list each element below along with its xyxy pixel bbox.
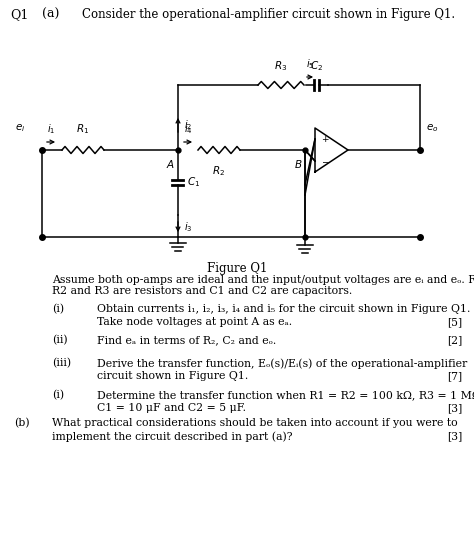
Text: [3]: [3]: [447, 403, 462, 413]
Text: implement the circuit described in part (a)?: implement the circuit described in part …: [52, 431, 292, 441]
Text: $i_4$: $i_4$: [183, 122, 192, 136]
Text: $i_2$: $i_2$: [184, 118, 192, 132]
Text: Assume both op-amps are ideal and the input/output voltages are eᵢ and eₒ. R1,: Assume both op-amps are ideal and the in…: [52, 275, 474, 285]
Text: Determine the transfer function when R1 = R2 = 100 kΩ, R3 = 1 MΩ,: Determine the transfer function when R1 …: [97, 390, 474, 400]
Text: [3]: [3]: [447, 431, 462, 441]
Text: C1 = 10 μF and C2 = 5 μF.: C1 = 10 μF and C2 = 5 μF.: [97, 403, 246, 413]
Text: $R_3$: $R_3$: [274, 59, 288, 73]
Text: R2 and R3 are resistors and C1 and C2 are capacitors.: R2 and R3 are resistors and C1 and C2 ar…: [52, 286, 352, 296]
Text: Q1: Q1: [10, 8, 28, 21]
Text: $i_5$: $i_5$: [306, 57, 314, 71]
Text: $B$: $B$: [293, 158, 302, 170]
Text: (i): (i): [52, 304, 64, 314]
Text: $i_1$: $i_1$: [47, 122, 55, 136]
Text: $R_1$: $R_1$: [76, 122, 90, 136]
Text: $-$: $-$: [321, 156, 329, 165]
Text: (b): (b): [14, 418, 29, 429]
Text: (iii): (iii): [52, 358, 71, 368]
Text: [2]: [2]: [447, 335, 462, 345]
Text: What practical considerations should be taken into account if you were to: What practical considerations should be …: [52, 418, 457, 428]
Text: $i_3$: $i_3$: [184, 220, 192, 234]
Text: [5]: [5]: [447, 317, 462, 327]
Text: Find eₐ in terms of R₂, C₂ and eₒ.: Find eₐ in terms of R₂, C₂ and eₒ.: [97, 335, 276, 345]
Text: (a): (a): [42, 8, 59, 21]
Text: $A$: $A$: [166, 158, 175, 170]
Text: $C_1$: $C_1$: [187, 176, 200, 190]
Text: circuit shown in Figure Q1.: circuit shown in Figure Q1.: [97, 371, 248, 381]
Text: $e_i$: $e_i$: [15, 122, 25, 134]
Text: (ii): (ii): [52, 335, 68, 345]
Text: $e_o$: $e_o$: [426, 122, 438, 134]
Text: [7]: [7]: [447, 371, 462, 381]
Text: $R_2$: $R_2$: [212, 164, 226, 178]
Text: $C_2$: $C_2$: [310, 59, 324, 73]
Text: Obtain currents i₁, i₂, i₃, i₄ and i₅ for the circuit shown in Figure Q1.: Obtain currents i₁, i₂, i₃, i₄ and i₅ fo…: [97, 304, 470, 314]
Text: Derive the transfer function, Eₒ(s)/Eᵢ(s) of the operational-amplifier: Derive the transfer function, Eₒ(s)/Eᵢ(s…: [97, 358, 467, 368]
Text: Figure Q1: Figure Q1: [207, 262, 267, 275]
Text: $+$: $+$: [321, 134, 329, 144]
Text: Consider the operational-amplifier circuit shown in Figure Q1.: Consider the operational-amplifier circu…: [82, 8, 455, 21]
Text: Take node voltages at point A as eₐ.: Take node voltages at point A as eₐ.: [97, 317, 292, 327]
Text: (i): (i): [52, 390, 64, 400]
